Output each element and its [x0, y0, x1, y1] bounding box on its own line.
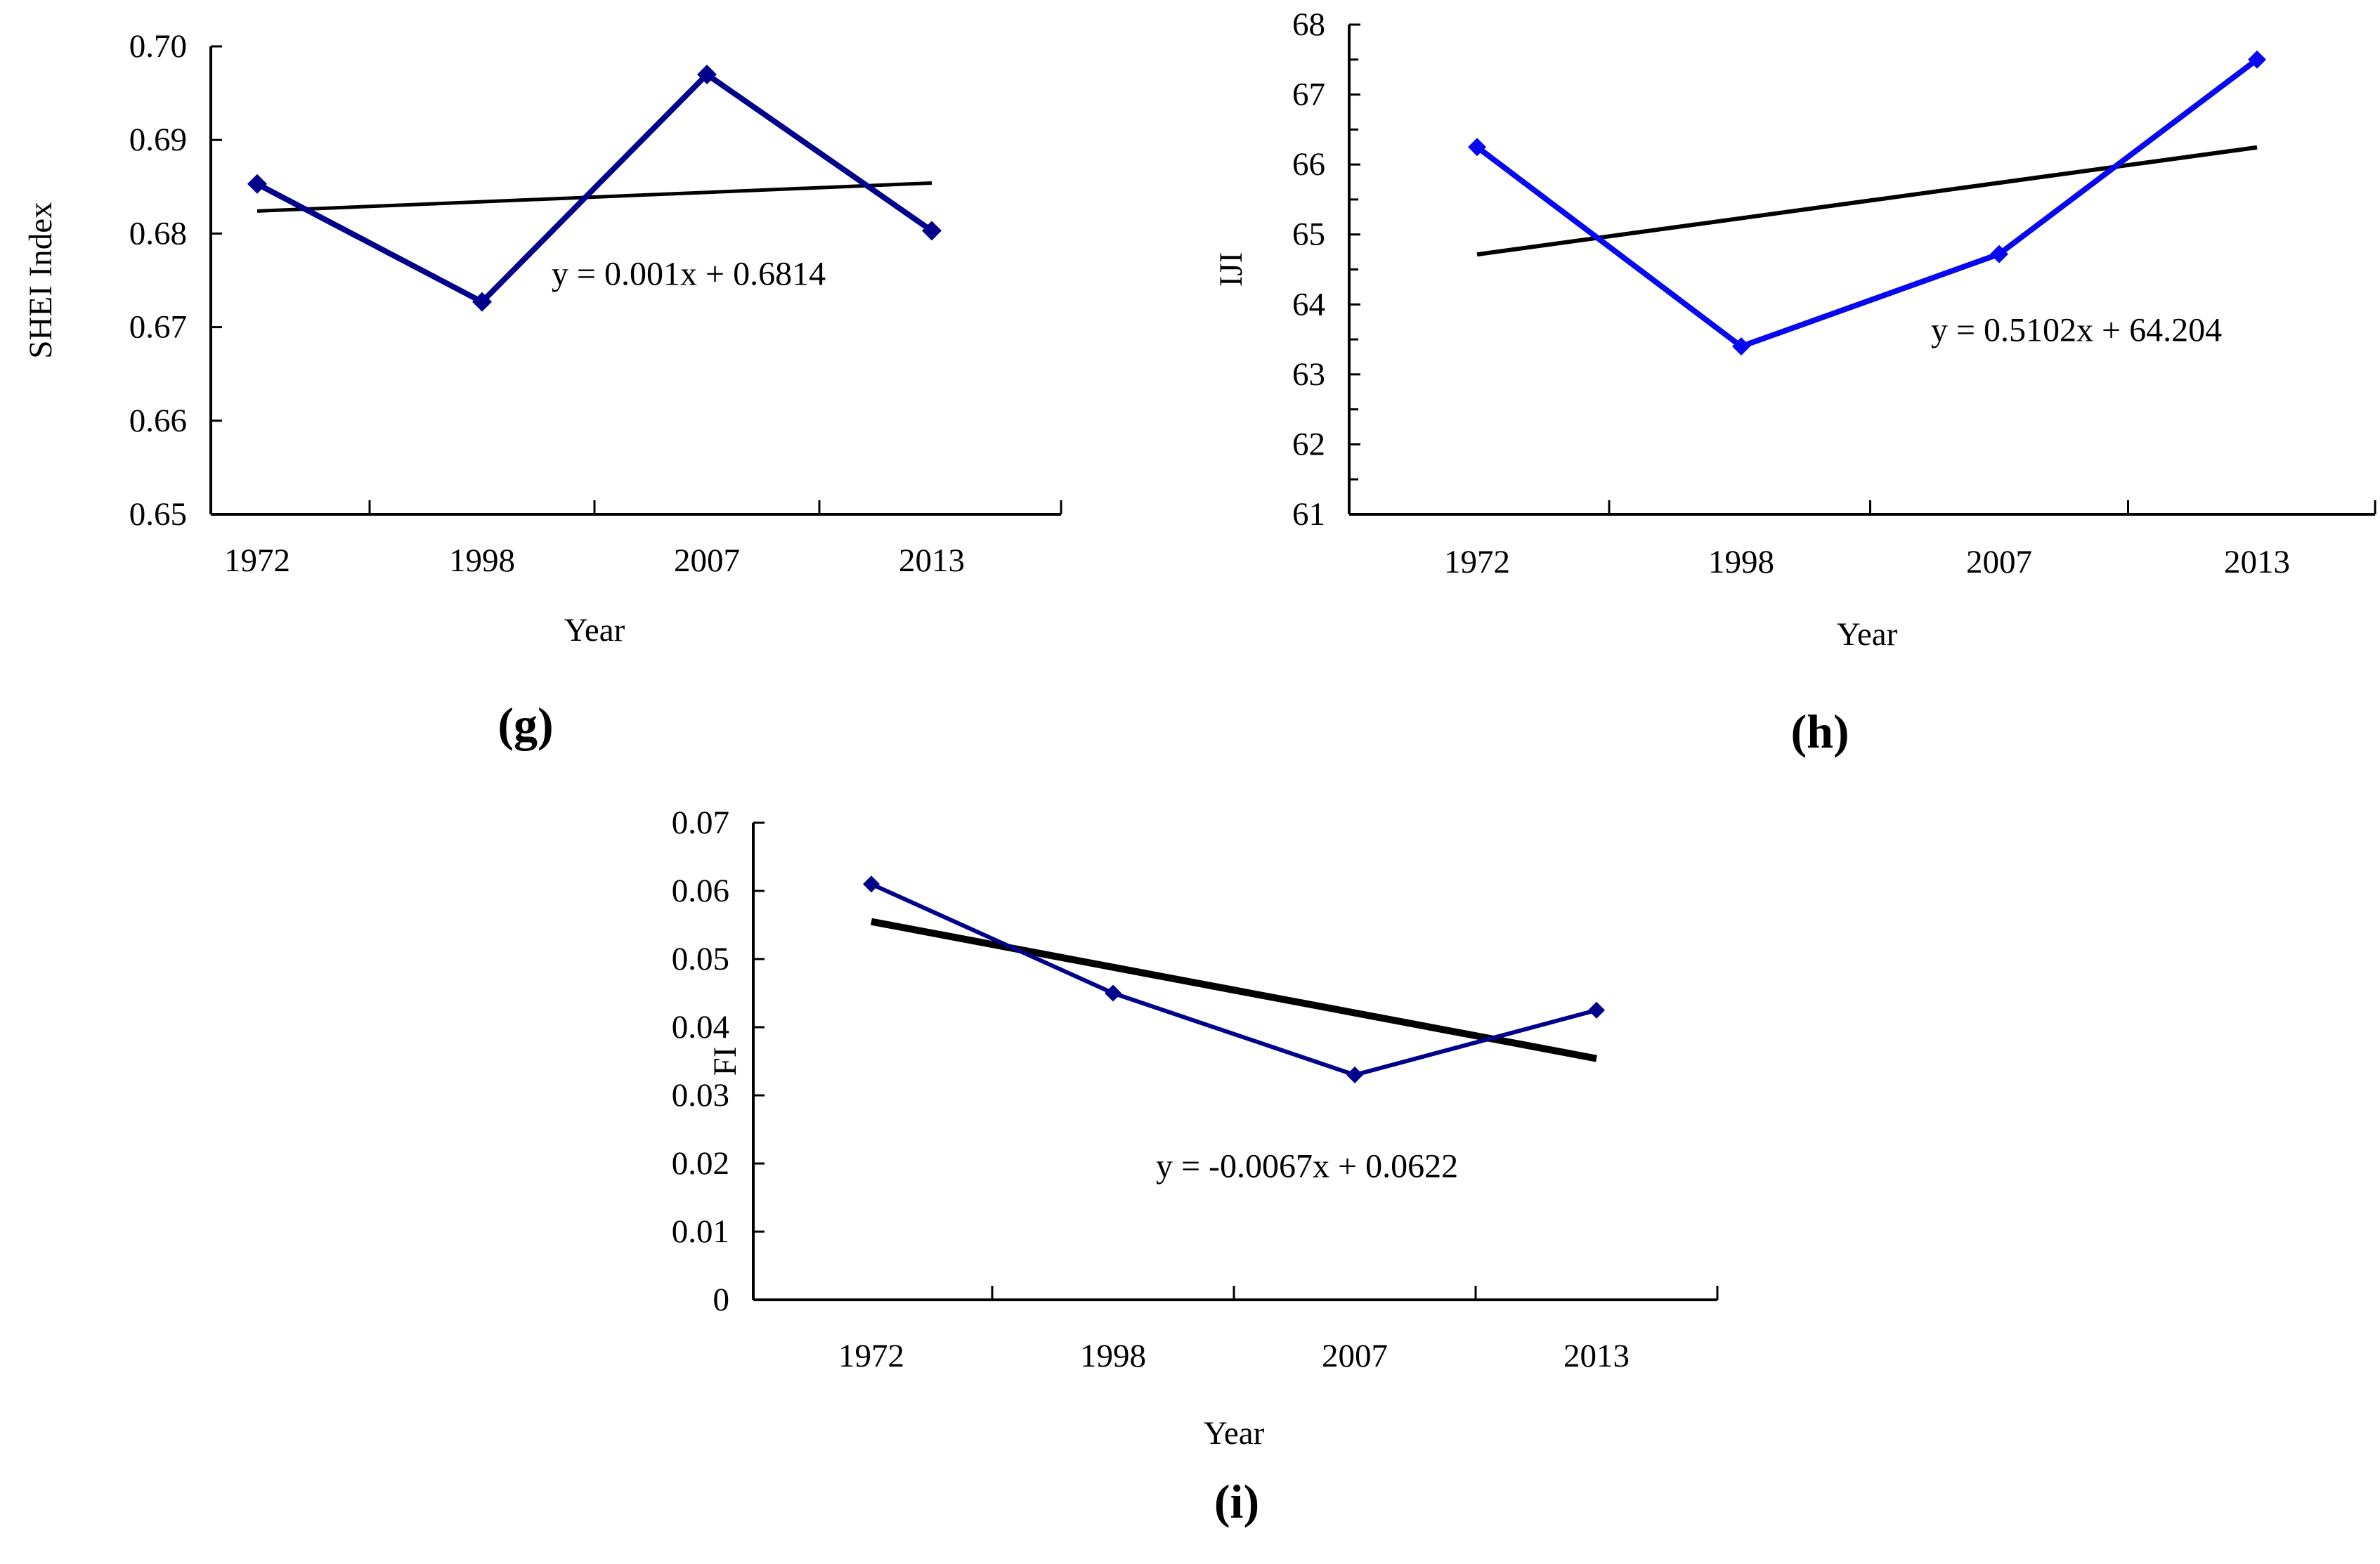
y-tick-label: 0	[713, 1282, 730, 1318]
data-point-marker	[472, 292, 492, 312]
y-axis-title: SHEI Index	[22, 202, 59, 358]
data-point-marker	[1346, 1066, 1363, 1083]
chart-h-caption: (h)	[1790, 705, 1849, 758]
series-line	[256, 71, 934, 305]
y-axis-title: FI	[707, 1047, 743, 1076]
y-tick-label: 61	[1292, 496, 1325, 533]
x-tick-label: 2013	[1563, 1338, 1630, 1374]
y-tick-label: 62	[1292, 426, 1325, 462]
series-line	[1475, 57, 2259, 350]
trendline	[871, 918, 1597, 1062]
y-tick-label: 0.07	[672, 804, 729, 841]
series-line	[870, 882, 1597, 1077]
x-axis-title: Year	[1204, 1415, 1265, 1452]
y-tick-label: 0.04	[672, 1009, 729, 1045]
data-point-marker	[247, 174, 267, 194]
y-tick-label: 63	[1292, 356, 1325, 393]
y-tick-label: 0.69	[129, 122, 187, 158]
x-tick-label: 1998	[449, 542, 515, 579]
trendline-equation: y = 0.5102x + 64.204	[1931, 312, 2222, 349]
x-tick-label: 2007	[1322, 1338, 1388, 1374]
chart-h-plot: 68 67 66 65 64 63 62 61 1972 1998 2007 2013 Year IJI y…	[1213, 6, 2376, 653]
data-point-marker	[1468, 138, 1486, 157]
x-tick-label: 1972	[1444, 544, 1510, 580]
x-axis-title: Year	[564, 612, 625, 649]
y-axis-title: IJI	[1213, 252, 1249, 287]
x-tick-label: 1998	[1080, 1338, 1146, 1374]
data-point-marker	[1732, 337, 1750, 356]
data-point-marker	[697, 64, 717, 84]
y-tick-label: 0.70	[129, 28, 187, 65]
x-tick-label: 2013	[2224, 544, 2290, 580]
trendline	[1476, 145, 2258, 257]
chart-g-caption: (g)	[498, 698, 554, 751]
y-tick-label: 0.05	[672, 941, 729, 977]
y-tick-label: 0.65	[129, 496, 187, 533]
x-tick-label: 2013	[899, 542, 965, 579]
x-tick-label: 2007	[674, 542, 740, 579]
y-tick-label: 65	[1292, 216, 1325, 253]
data-point-marker	[2248, 50, 2266, 69]
y-tick-label: 0.03	[672, 1077, 729, 1114]
data-point-marker	[1990, 245, 2008, 263]
data-point-marker	[1588, 1001, 1605, 1019]
y-tick-label: 0.06	[672, 873, 729, 909]
y-tick-label: 66	[1292, 146, 1325, 183]
data-point-marker	[863, 875, 880, 893]
y-tick-label: 0.67	[129, 309, 187, 346]
y-tick-label: 0.68	[129, 215, 187, 252]
x-tick-label: 1972	[838, 1338, 904, 1374]
data-point-marker	[1105, 984, 1121, 1002]
chart-i-plot: 0.07 0.06 0.05 0.04 0.03 0.02 0.01 0 1972 1998 200…	[672, 804, 1719, 1452]
y-tick-label: 67	[1292, 77, 1325, 113]
y-tick-label: 68	[1292, 6, 1325, 43]
x-axis-title: Year	[1837, 616, 1898, 653]
data-point-marker	[922, 221, 942, 241]
x-tick-label: 1972	[224, 542, 290, 579]
y-tick-label: 0.01	[672, 1213, 729, 1250]
y-tick-label: 0.66	[129, 403, 187, 439]
chart-i-caption: (i)	[1214, 1475, 1260, 1528]
y-tick-label: 64	[1292, 286, 1325, 322]
trendline-equation: y = 0.001x + 0.6814	[552, 256, 826, 293]
y-tick-label: 0.02	[672, 1145, 729, 1182]
x-tick-label: 2007	[1966, 544, 2032, 580]
trendline	[256, 181, 932, 213]
trendline-equation: y = -0.0067x + 0.0622	[1156, 1148, 1458, 1185]
chart-g-plot: 0.70 0.69 0.68 0.67 0.66 0.65 1972 1998 2007 2013…	[22, 28, 1062, 649]
x-tick-label: 1998	[1708, 544, 1774, 580]
